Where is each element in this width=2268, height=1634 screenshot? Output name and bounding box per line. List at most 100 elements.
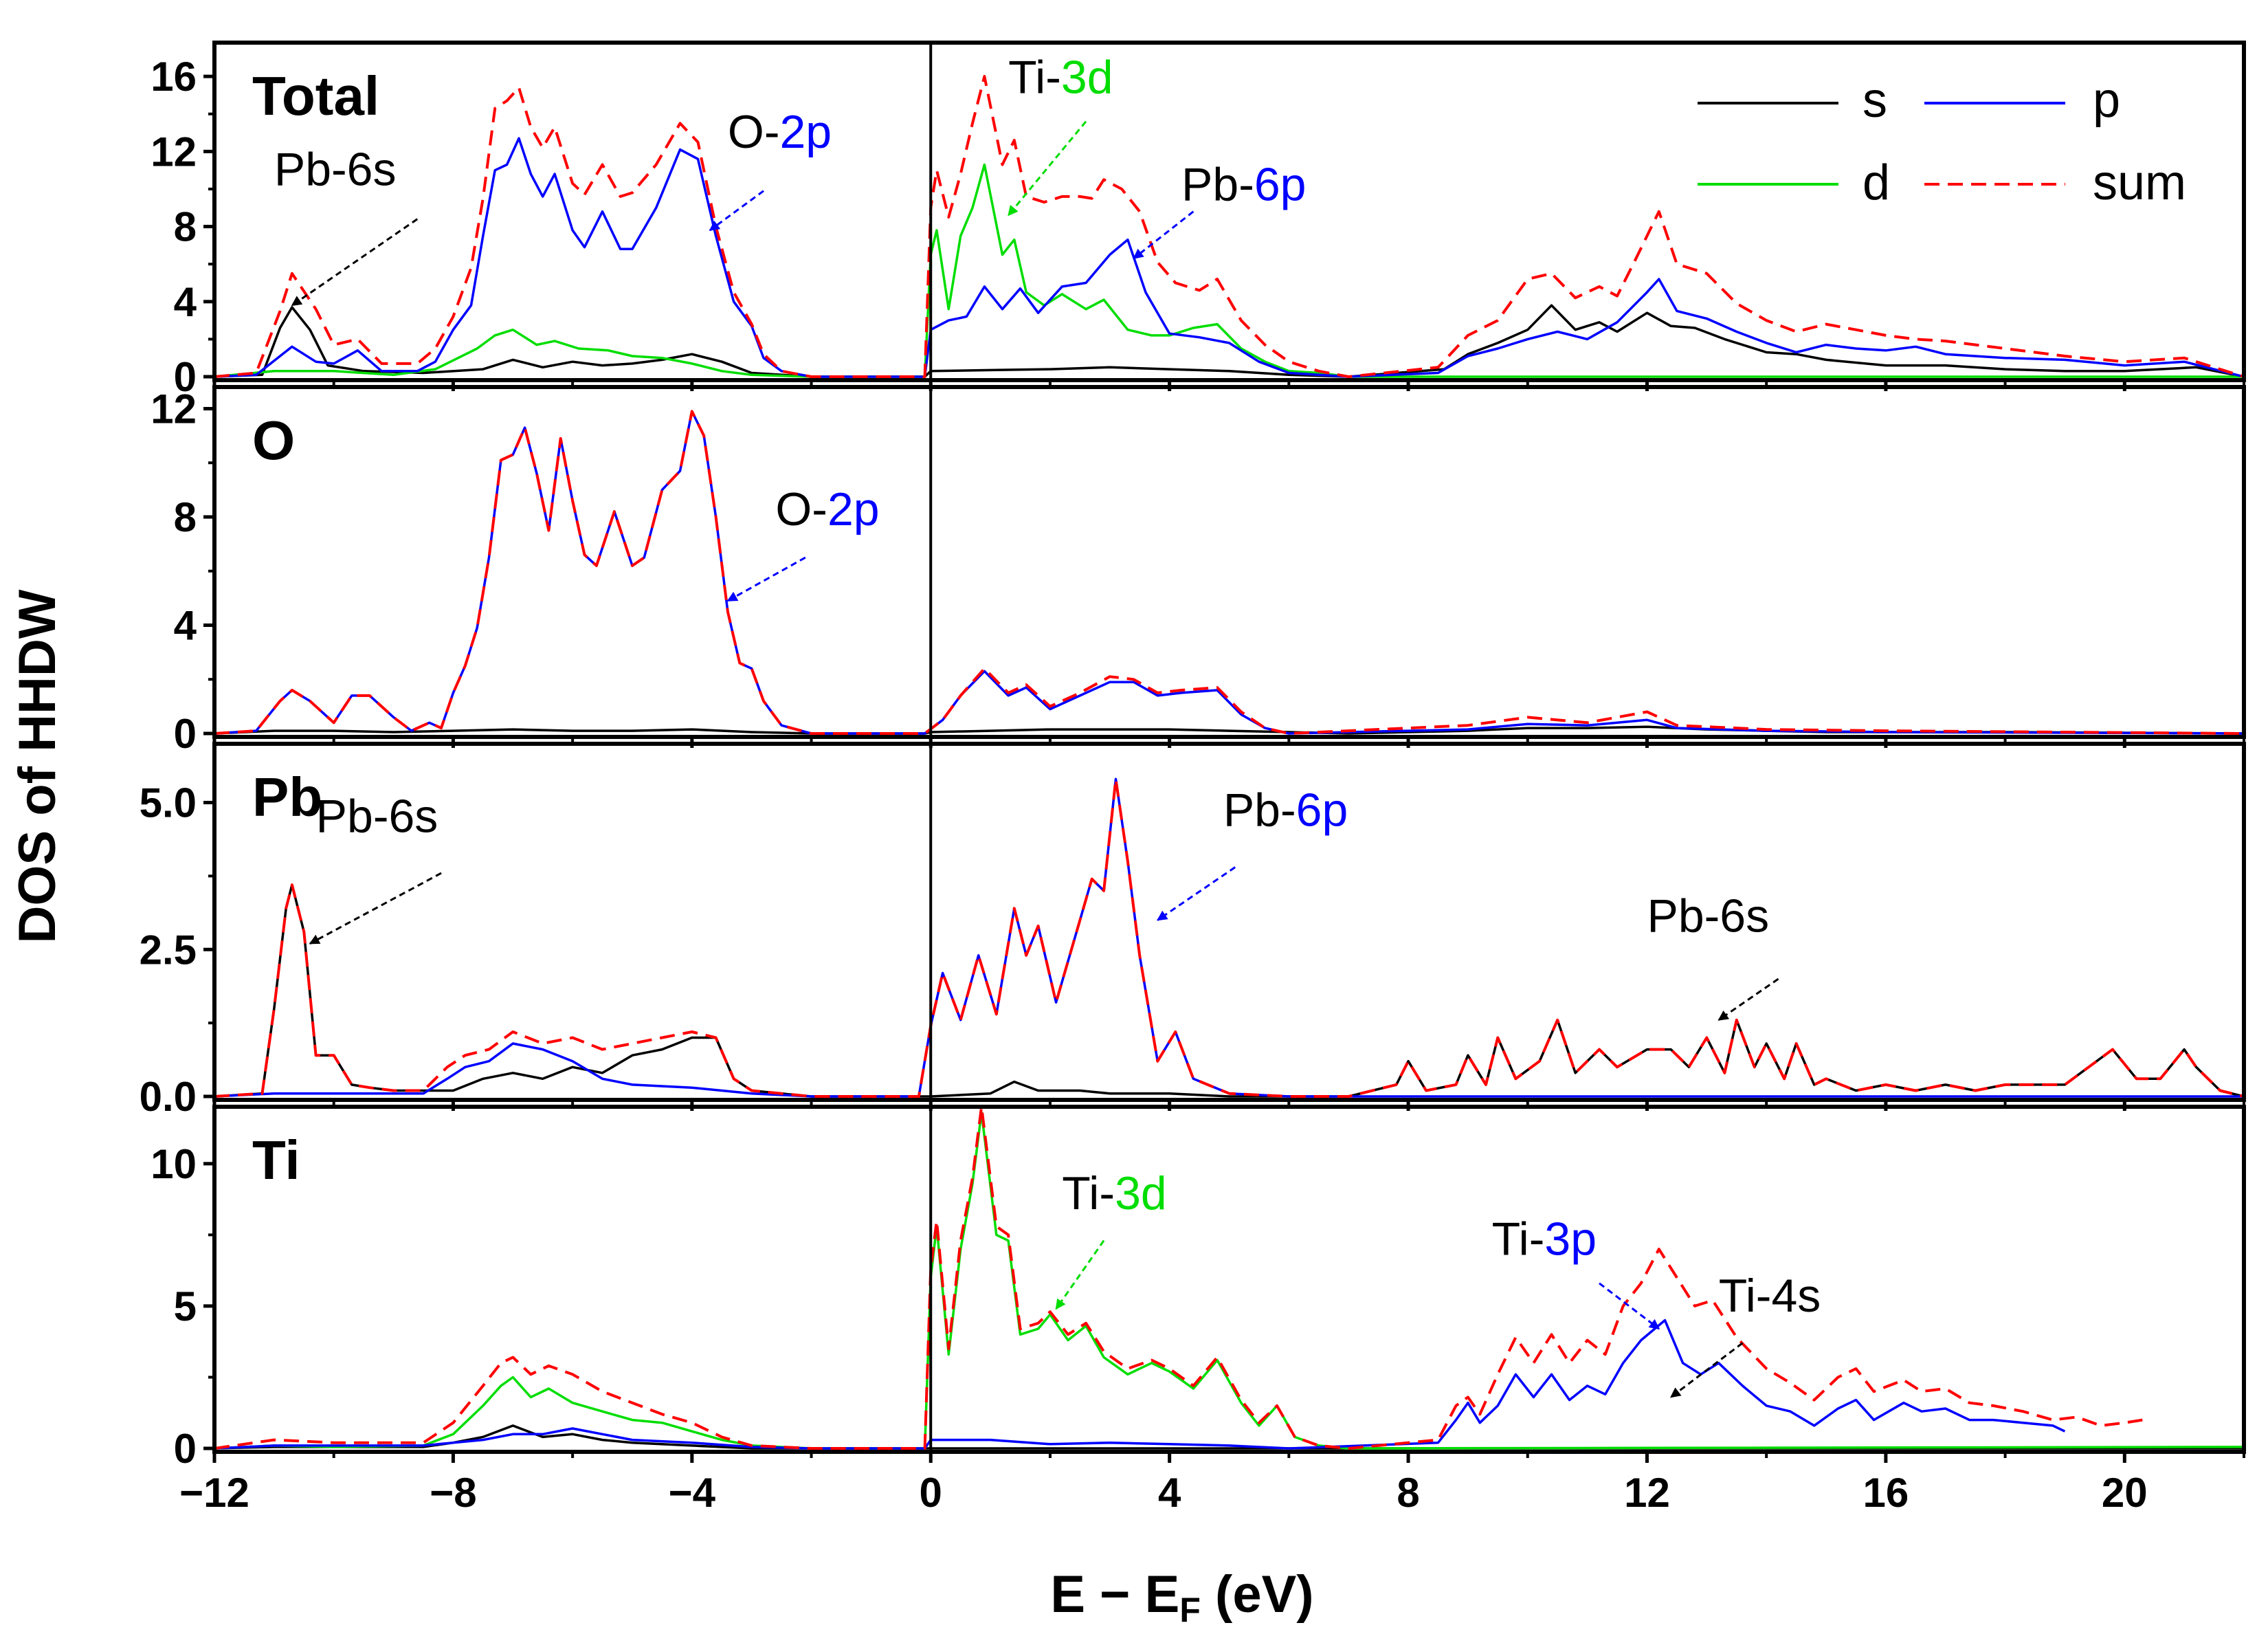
annotation-label-part: Pb- bbox=[1181, 158, 1254, 210]
annotation-label: Pb-6p bbox=[1223, 784, 1348, 837]
panel-total-series bbox=[214, 75, 2244, 378]
series-d-line bbox=[214, 1111, 2244, 1450]
panel-label-ti: Ti bbox=[252, 1129, 300, 1191]
annotation-label-part: 3d bbox=[1115, 1167, 1167, 1219]
panel-label-o: O bbox=[252, 410, 295, 471]
annotation-label-part: Pb-6s bbox=[316, 790, 438, 842]
panel-label-total: Total bbox=[252, 65, 379, 126]
annotation-label-part: Pb- bbox=[1223, 784, 1296, 837]
y-tick-label: 0.0 bbox=[140, 1074, 197, 1120]
annotation-label: Ti-4s bbox=[1719, 1270, 1821, 1322]
panel-label-pb: Pb bbox=[252, 766, 322, 828]
frame-layer: 0 4 8 12 16 Total 0 4 8 12 O 0.0 2.5 5.0 Pb 0 5 10 Ti −12 −8… bbox=[140, 41, 2246, 1516]
annotation-label-part: 3p bbox=[1544, 1213, 1597, 1265]
series-s-line bbox=[214, 883, 2244, 1098]
x-tick-label: −8 bbox=[430, 1470, 476, 1516]
x-tick-label: 16 bbox=[1863, 1470, 1909, 1516]
series-p-line bbox=[214, 1318, 2066, 1450]
panel-pb-frame bbox=[212, 742, 2246, 1102]
series-s-line bbox=[214, 304, 2244, 378]
annotation-arrow bbox=[1133, 210, 1194, 260]
annotation-label: Pb-6p bbox=[1181, 158, 1306, 210]
annotation-label: Pb-6s bbox=[274, 144, 397, 196]
annotation-arrow bbox=[726, 556, 806, 602]
legend-s-label: s bbox=[1863, 73, 1887, 128]
y-tick-label: 5.0 bbox=[140, 780, 197, 826]
series-sum-line bbox=[214, 75, 2244, 378]
panel-total-frame bbox=[212, 41, 2246, 382]
annotation-label-part: 3d bbox=[1061, 52, 1113, 104]
panel-ti-frame bbox=[212, 1105, 2246, 1454]
series-p-line bbox=[214, 410, 2244, 735]
y-tick-label: 2.5 bbox=[140, 927, 197, 973]
y-tick-label: 4 bbox=[174, 603, 197, 649]
annotation-label: Ti-3d bbox=[1062, 1167, 1166, 1219]
annotation-label-part: 2p bbox=[827, 483, 880, 536]
panel-ti-series bbox=[214, 1107, 2244, 1450]
annotation-arrow bbox=[709, 190, 764, 232]
x-tick-label: −4 bbox=[669, 1470, 716, 1516]
x-tick-label: −12 bbox=[179, 1470, 249, 1516]
x-tick-label: 4 bbox=[1158, 1470, 1181, 1516]
annotation-label-part: O- bbox=[728, 106, 780, 158]
y-tick-label: 16 bbox=[151, 54, 197, 100]
annotation-label-part: O- bbox=[775, 483, 827, 536]
y-tick-label: 0 bbox=[174, 354, 197, 400]
annotation-arrow bbox=[291, 218, 419, 307]
annotation-arrow bbox=[1599, 1282, 1660, 1330]
series-sum-line bbox=[214, 777, 2244, 1098]
annotation-label: O-2p bbox=[728, 106, 832, 158]
x-tick-label: 0 bbox=[920, 1470, 942, 1516]
y-tick-label: 10 bbox=[151, 1141, 197, 1187]
x-tick-label: 20 bbox=[2102, 1470, 2148, 1516]
legend: s p d sum bbox=[1698, 73, 2186, 210]
annotation-label-part: Ti-4s bbox=[1719, 1270, 1821, 1322]
annotation-label-part: 6p bbox=[1254, 158, 1307, 210]
annotation-label-part: Ti- bbox=[1062, 1167, 1115, 1219]
y-axis-label: DOS of HHDW bbox=[8, 589, 67, 943]
annotation-label-part: Ti- bbox=[1008, 52, 1061, 104]
annotation-label-part: Pb-6s bbox=[274, 144, 397, 196]
x-tick-label: 12 bbox=[1624, 1470, 1670, 1516]
y-tick-label: 0 bbox=[174, 711, 197, 757]
y-tick-label: 8 bbox=[174, 204, 197, 250]
x-axis-label-unit: (eV) bbox=[1201, 1565, 1314, 1624]
series-sum-line bbox=[214, 410, 2244, 735]
series-p-line bbox=[214, 137, 2244, 378]
annotation-label: Ti-3p bbox=[1492, 1213, 1597, 1265]
annotation-label: Pb-6s bbox=[316, 790, 438, 842]
x-axis-label: E − EF (eV) bbox=[1050, 1565, 1313, 1629]
annotation-label: Pb-6s bbox=[1647, 890, 1769, 942]
series-layer bbox=[214, 75, 2244, 1450]
annotation-arrow bbox=[1717, 978, 1779, 1022]
y-tick-label: 5 bbox=[174, 1283, 197, 1329]
annotation-label-part: Pb-6s bbox=[1647, 890, 1769, 942]
annotation-arrow bbox=[1055, 1239, 1105, 1310]
legend-p-label: p bbox=[2093, 73, 2120, 128]
annotation-label-part: 2p bbox=[779, 106, 832, 158]
y-tick-label: 0 bbox=[174, 1426, 197, 1472]
y-tick-label: 8 bbox=[174, 494, 197, 540]
x-axis-label-main: E − E bbox=[1050, 1565, 1179, 1624]
x-tick-label: 8 bbox=[1397, 1470, 1419, 1516]
text-layer: DOS of HHDW E − EF (eV) bbox=[8, 589, 1314, 1629]
annotation-arrow bbox=[1157, 866, 1236, 921]
annotation-label: O-2p bbox=[775, 483, 879, 536]
series-sum-line bbox=[214, 1107, 2143, 1450]
y-tick-label: 4 bbox=[174, 279, 197, 325]
annotation-label: Ti-3d bbox=[1008, 52, 1113, 104]
x-axis-label-subscript: F bbox=[1179, 1591, 1201, 1629]
legend-d-label: d bbox=[1863, 155, 1890, 210]
legend-sum-label: sum bbox=[2093, 155, 2186, 210]
y-tick-label: 12 bbox=[151, 386, 197, 432]
annotation-arrow bbox=[309, 872, 442, 945]
annotation-arrow bbox=[1670, 1342, 1744, 1398]
y-tick-label: 12 bbox=[151, 129, 197, 175]
panel-pb-series bbox=[214, 777, 2244, 1098]
panel-o-series bbox=[214, 410, 2244, 735]
annotation-label-part: Ti- bbox=[1492, 1213, 1545, 1265]
annotation-label-part: 6p bbox=[1296, 784, 1348, 837]
